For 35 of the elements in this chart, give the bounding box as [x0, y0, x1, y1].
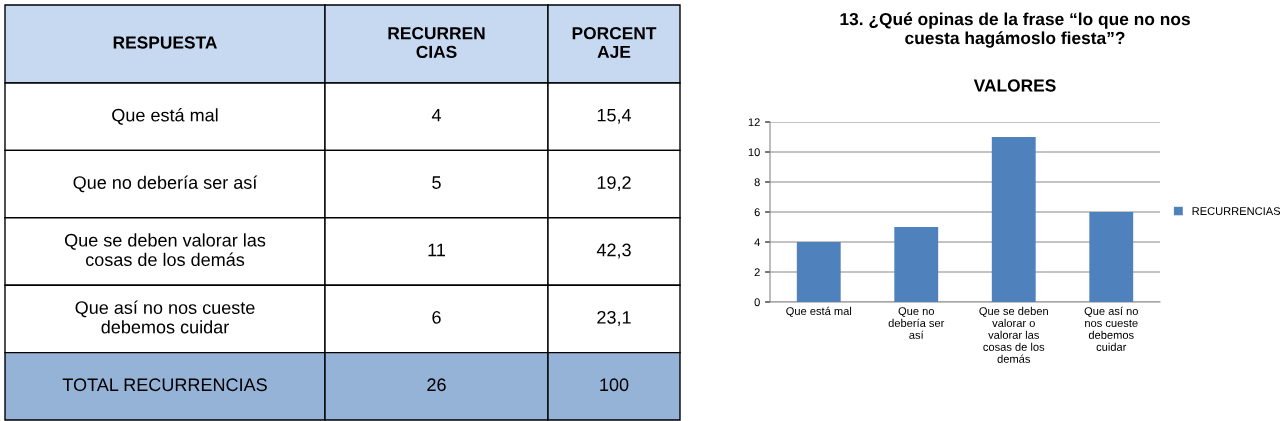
text: RESPUESTA	[113, 36, 217, 49]
y-tick-label: 2	[754, 268, 760, 277]
text: 26	[427, 378, 446, 392]
text: 23,1	[597, 310, 631, 326]
y-tick-label: 6	[754, 208, 760, 217]
bar	[1089, 212, 1134, 302]
y-tick-label: 0	[754, 298, 760, 307]
legend-label: RECURRENCIAS	[1192, 207, 1281, 216]
text: Que está mal	[112, 108, 218, 125]
text: 19,2	[597, 176, 631, 192]
y-tick-label: 4	[754, 238, 760, 247]
x-tick-label: Que está mal	[786, 306, 852, 318]
text: 42,3	[596, 243, 631, 259]
text: 4	[431, 108, 441, 122]
text: 15,4	[597, 108, 632, 124]
x-tick-label: Que así no nos cueste debemos cuidar	[1084, 306, 1138, 351]
bar	[991, 137, 1036, 302]
text: 100	[600, 378, 629, 392]
x-tick-label: Que no debería ser así	[888, 307, 945, 339]
x-tick-label: Que se deben valorar o valorar las cosas de los demás	[979, 306, 1048, 363]
bar	[894, 227, 939, 302]
text: PORCENT AJE	[572, 27, 657, 59]
text: RECURREN CIAS	[388, 27, 485, 59]
text: 6	[432, 310, 441, 324]
text: 5	[432, 176, 441, 189]
y-tick-label: 12	[748, 118, 760, 127]
chart-title: 13. ¿Qué opinas de la frase “lo que no nos cuesta hagámoslo fiesta”?	[840, 12, 1190, 48]
y-tick-label: 8	[754, 178, 760, 187]
bar	[796, 242, 841, 302]
y-tick-label: 10	[748, 148, 760, 157]
text: TOTAL RECURRENCIAS	[62, 378, 267, 392]
chart-subtitle: VALORES	[973, 79, 1056, 92]
text: 11	[428, 243, 445, 257]
text: Que no debería ser así	[73, 175, 258, 193]
text: Que se deben valorar las cosas de los demás	[64, 233, 266, 267]
